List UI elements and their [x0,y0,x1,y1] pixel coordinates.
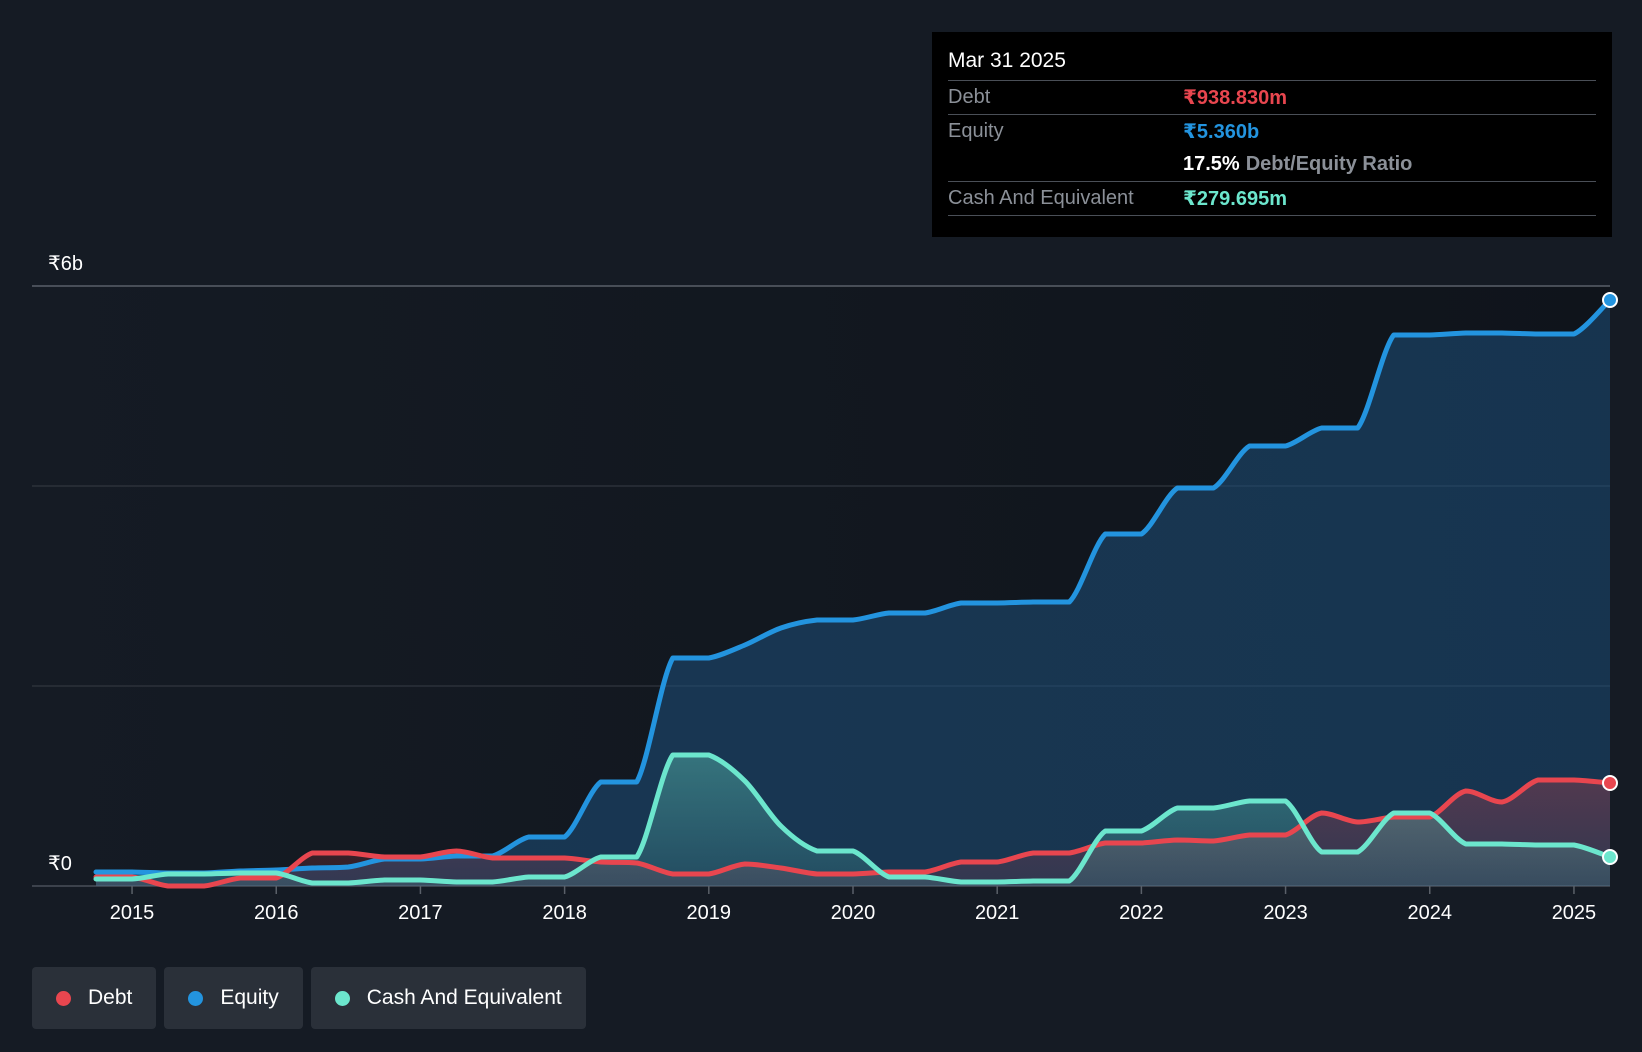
line-debt [93,777,1613,889]
tooltip-row-ratio: 17.5% Debt/Equity Ratio [948,148,1596,181]
tooltip-cash-value: ₹279.695m [1183,188,1287,210]
tooltip-equity-label: Equity [948,120,1004,142]
tooltip-debt-value: ₹938.830m [1183,87,1287,109]
tooltip-date: Mar 31 2025 [948,49,1066,72]
x-tick-label-2019: 2019 [687,902,732,924]
legend-label-equity: Equity [220,986,279,1009]
legend-label-cash: Cash And Equivalent [366,986,562,1009]
y-tick-label-max: ₹6b [48,253,83,275]
equity-dot-icon [188,990,204,1006]
series-end-markers [1602,292,1618,865]
x-tick-label-2022: 2022 [1119,902,1164,924]
end-marker-equity [1602,292,1618,308]
end-marker-debt [1602,775,1618,791]
chart-legend: Debt Equity Cash And Equivalent [32,967,594,1029]
tooltip-row-debt: Debt ₹938.830m [948,80,1596,114]
x-tick-label-2021: 2021 [975,902,1020,924]
series-areas [96,300,1610,886]
legend-label-debt: Debt [88,986,133,1009]
tooltip-ratio-value: 17.5% [1183,153,1240,175]
tooltip-debt-label: Debt [948,86,991,108]
x-tick-label-2023: 2023 [1263,902,1308,924]
cash-dot-icon [334,990,350,1006]
x-tick-label-2020: 2020 [831,902,876,924]
x-tick-label-2016: 2016 [254,902,299,924]
series-lines [93,297,1613,889]
legend-item-equity[interactable]: Equity [164,967,303,1029]
area-cash-and-equivalent [96,755,1610,886]
tooltip-cash-label: Cash And Equivalent [948,187,1134,209]
line-cash-and-equivalent [93,752,1613,886]
tooltip-ratio-label: Debt/Equity Ratio [1245,153,1413,175]
end-marker-cash-and-equivalent [1602,849,1618,865]
x-tick-label-2017: 2017 [398,902,443,924]
x-tick-label-2025: 2025 [1552,902,1597,924]
tooltip-row-equity: Equity ₹5.360b [948,114,1596,148]
tooltip-equity-value: ₹5.360b [1183,121,1260,143]
tooltip-row-cash: Cash And Equivalent ₹279.695m [948,181,1596,215]
area-equity [96,300,1610,886]
x-tick-label-2024: 2024 [1408,902,1453,924]
line-equity [93,297,1613,876]
tooltip-panel: Mar 31 2025 Debt ₹938.830m Equity ₹5.360… [932,32,1612,237]
legend-item-debt[interactable]: Debt [32,967,157,1029]
x-axis: 2015 2016 2017 2018 2019 2020 2021 2022 2023 2024… [110,886,1596,924]
y-tick-label-zero: ₹0 [48,853,72,875]
x-tick-label-2018: 2018 [542,902,587,924]
x-tick-label-2015: 2015 [110,902,155,924]
tooltip-bottom-rule [948,215,1596,216]
legend-item-cash[interactable]: Cash And Equivalent [310,967,586,1029]
debt-dot-icon [56,990,71,1006]
